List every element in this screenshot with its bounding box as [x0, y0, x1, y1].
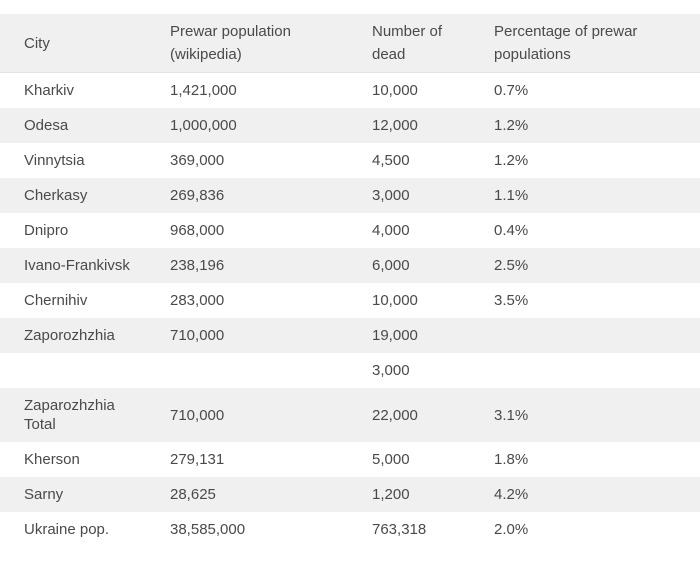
cell-prewar-population: 238,196	[170, 257, 225, 274]
table-row-zaporozhzhia-extra: 3,000	[0, 353, 700, 388]
cell-number-of-dead: 10,000	[372, 292, 418, 309]
cell-prewar-population: 710,000	[170, 406, 225, 424]
cell-city	[0, 353, 170, 388]
table-row-odesa: Odesa 1,000,000 12,000 1.2%	[0, 108, 700, 143]
cell-prewar-population	[170, 353, 372, 388]
cell-number-of-dead: 19,000	[372, 327, 418, 344]
cell-percentage: 2.0%	[494, 521, 529, 538]
cell-number-of-dead: 10,000	[372, 82, 418, 99]
cell-prewar-population: 38,585,000	[170, 521, 246, 538]
cell-number-of-dead: 6,000	[372, 257, 410, 274]
cell-number-of-dead: 4,500	[372, 152, 410, 169]
cell-prewar-population: 710,000	[170, 327, 225, 344]
cell-percentage: 3.5%	[494, 292, 529, 309]
cell-number-of-dead: 22,000	[372, 406, 418, 424]
cell-number-of-dead: 763,318	[372, 521, 427, 538]
column-header-percentage: Percentage of prewar populations	[494, 14, 700, 73]
table-body: Kharkiv 1,421,000 10,000 0.7% Odesa 1,00…	[0, 72, 700, 547]
table-row-cherkasy: Cherkasy 269,836 3,000 1.1%	[0, 178, 700, 213]
column-header-prewar-population: Prewar population (wikipedia)	[170, 14, 372, 73]
table-row-vinnytsia: Vinnytsia 369,000 4,500 1.2%	[0, 143, 700, 178]
table-row-zaparozhzhia-total: Zaparozhzhia Total 710,000 22,000 3.1%	[0, 388, 700, 442]
cell-number-of-dead: 5,000	[372, 451, 410, 468]
table-row-zaporozhzhia: Zaporozhzhia 710,000 19,000	[0, 318, 700, 353]
table-row-ukraine-pop: Ukraine pop. 38,585,000 763,318 2.0%	[0, 512, 700, 547]
cell-percentage	[494, 318, 700, 353]
cell-city: Zaporozhzhia	[24, 327, 115, 344]
table-header: City Prewar population (wikipedia) Numbe…	[0, 14, 700, 73]
cell-number-of-dead: 4,000	[372, 222, 410, 239]
cell-percentage: 1.2%	[494, 152, 529, 169]
cell-prewar-population: 279,131	[170, 451, 225, 468]
cell-percentage: 0.4%	[494, 222, 529, 239]
cell-city: Odesa	[24, 117, 69, 134]
cell-percentage: 2.5%	[494, 257, 529, 274]
cell-number-of-dead: 12,000	[372, 117, 418, 134]
cell-percentage: 1.1%	[494, 187, 529, 204]
cell-percentage: 3.1%	[494, 406, 529, 424]
column-header-number-of-dead: Number of dead	[372, 14, 494, 73]
cell-city: Chernihiv	[24, 292, 88, 309]
cell-percentage: 4.2%	[494, 486, 529, 503]
cell-city: Ivano-Frankivsk	[24, 257, 130, 274]
cell-prewar-population: 28,625	[170, 486, 216, 503]
cell-number-of-dead: 1,200	[372, 486, 410, 503]
cell-city: Cherkasy	[24, 187, 88, 204]
table-row-chernihiv: Chernihiv 283,000 10,000 3.5%	[0, 283, 700, 318]
city-casualties-table: City Prewar population (wikipedia) Numbe…	[0, 14, 700, 547]
table-row-kharkiv: Kharkiv 1,421,000 10,000 0.7%	[0, 72, 700, 108]
cell-prewar-population: 1,421,000	[170, 82, 237, 99]
cell-percentage: 1.8%	[494, 451, 529, 468]
cell-city: Kherson	[24, 451, 80, 468]
cell-city: Ukraine pop.	[24, 521, 110, 538]
column-header-city: City	[0, 14, 170, 73]
cell-prewar-population: 1,000,000	[170, 117, 237, 134]
cell-number-of-dead: 3,000	[372, 187, 410, 204]
header-row: City Prewar population (wikipedia) Numbe…	[0, 14, 700, 73]
cell-percentage	[494, 353, 700, 388]
cell-city: Vinnytsia	[24, 152, 85, 169]
cell-city: Zaparozhzhia Total	[24, 397, 115, 433]
cell-percentage: 1.2%	[494, 117, 529, 134]
cell-percentage: 0.7%	[494, 82, 529, 99]
table-row-dnipro: Dnipro 968,000 4,000 0.4%	[0, 213, 700, 248]
table-row-sarny: Sarny 28,625 1,200 4.2%	[0, 477, 700, 512]
cell-city: Dnipro	[24, 222, 69, 239]
cell-prewar-population: 269,836	[170, 187, 225, 204]
cell-prewar-population: 968,000	[170, 222, 225, 239]
cell-number-of-dead: 3,000	[372, 362, 410, 379]
cell-city: Kharkiv	[24, 82, 75, 99]
cell-prewar-population: 283,000	[170, 292, 225, 309]
cell-prewar-population: 369,000	[170, 152, 225, 169]
table-row-kherson: Kherson 279,131 5,000 1.8%	[0, 442, 700, 477]
table-row-ivano-frankivsk: Ivano-Frankivsk 238,196 6,000 2.5%	[0, 248, 700, 283]
cell-city: Sarny	[24, 486, 64, 503]
